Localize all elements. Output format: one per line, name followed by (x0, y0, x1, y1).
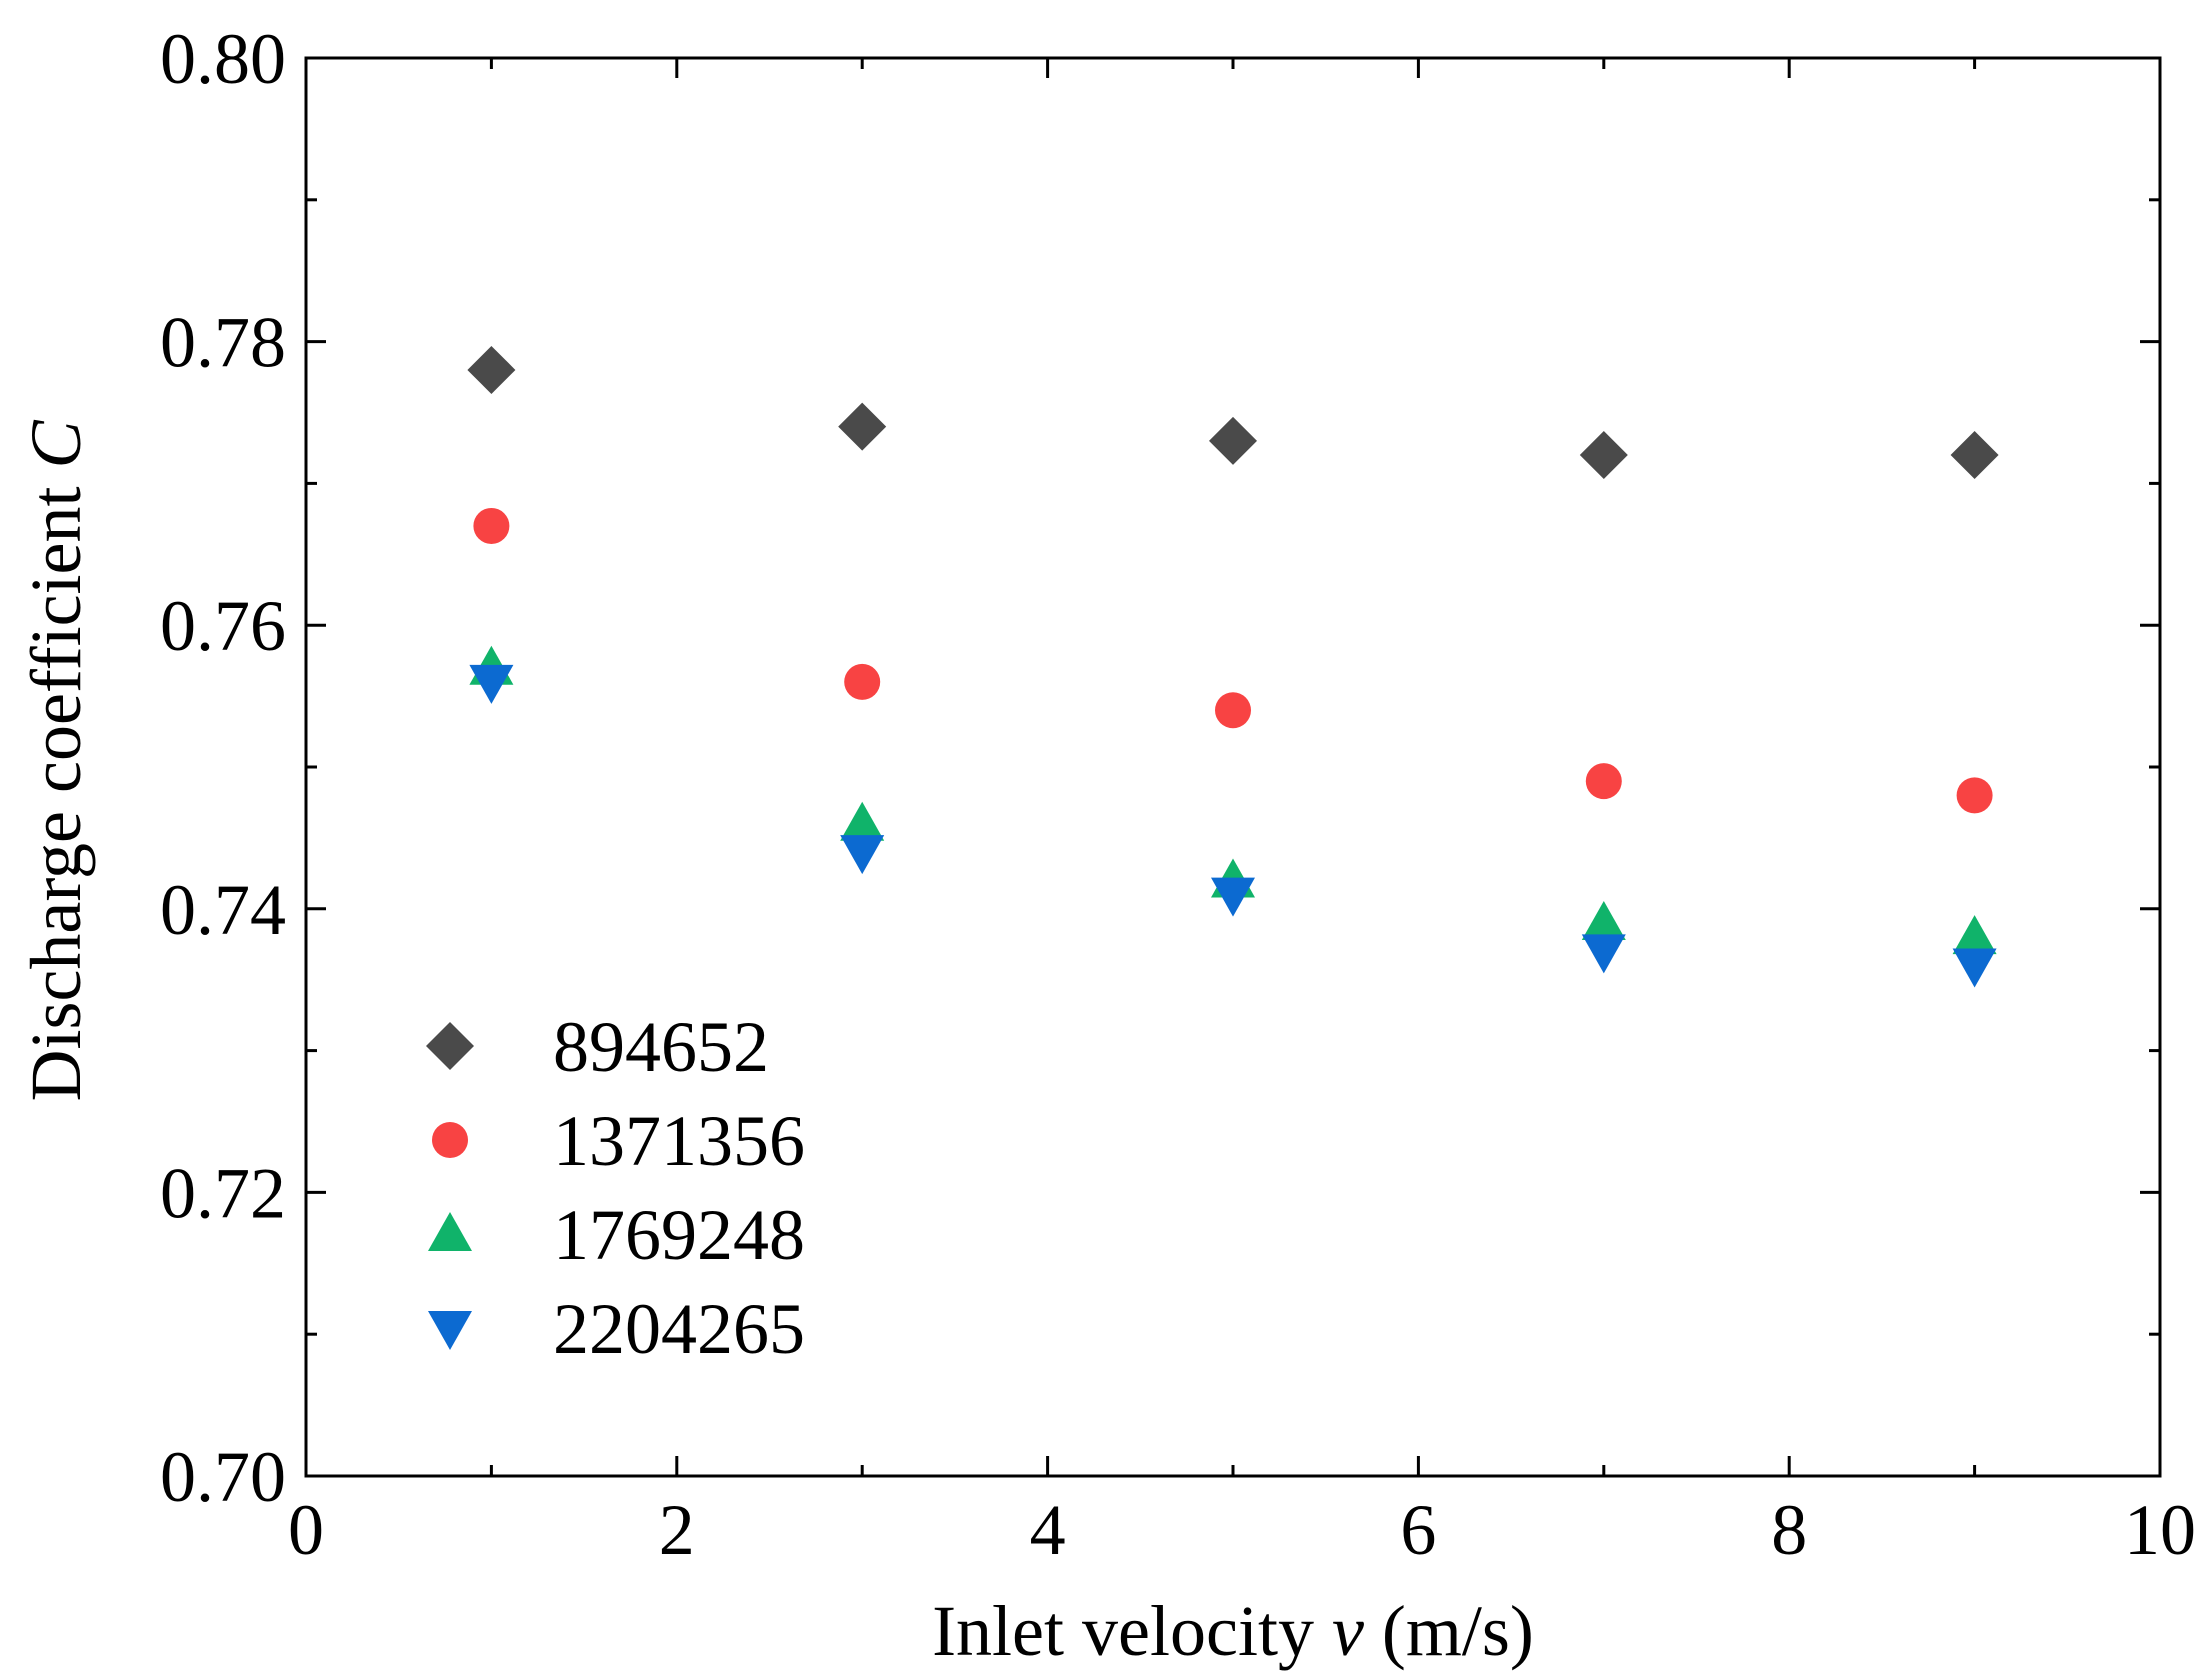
x-tick-label: 2 (659, 1490, 695, 1570)
x-tick-label: 8 (1771, 1490, 1807, 1570)
data-point (1211, 877, 1255, 917)
x-tick-label: 6 (1400, 1490, 1436, 1570)
legend-label: 1769248 (553, 1195, 805, 1275)
data-points (467, 345, 1999, 988)
y-tick-label: 0.74 (160, 870, 286, 950)
data-point (1956, 777, 1993, 814)
data-point (840, 801, 885, 841)
y-tick-label: 0.72 (160, 1153, 286, 1233)
data-point (844, 663, 881, 700)
x-tick-label: 10 (2124, 1490, 2196, 1570)
series-1371356 (473, 507, 1993, 814)
x-tick-label: 0 (288, 1490, 324, 1570)
axis-ticks: 0 2 4 6 8 10 0.70 0.72 0.74 0.76 0.78 0.80 (160, 19, 2196, 1570)
data-point (1581, 900, 1626, 940)
x-tick-label: 4 (1030, 1490, 1066, 1570)
y-tick-label: 0.80 (160, 19, 286, 99)
data-point (1581, 934, 1626, 974)
y-tick-label: 0.78 (160, 303, 286, 383)
legend-marker (426, 1022, 474, 1070)
data-point (1585, 763, 1622, 800)
legend-item: 1769248 (428, 1195, 805, 1275)
legend: 894652 1371356 1769248 2204265 (426, 1007, 805, 1369)
x-axis-title: Inlet velocity v (m/s) (932, 1591, 1534, 1671)
legend-label: 894652 (553, 1007, 769, 1087)
legend-marker (428, 1212, 472, 1251)
legend-label: 2204265 (553, 1289, 805, 1369)
legend-item: 1371356 (432, 1101, 805, 1181)
data-point (1952, 948, 1997, 988)
data-point (838, 402, 887, 451)
data-point (473, 507, 510, 544)
legend-marker (428, 1311, 472, 1350)
data-point (1579, 431, 1628, 480)
series-2204265 (469, 664, 1997, 988)
y-axis-title: Discharge coefficient C (16, 419, 96, 1101)
data-point (1952, 915, 1997, 955)
legend-item: 2204265 (428, 1289, 805, 1369)
data-point (1215, 692, 1251, 729)
data-point (840, 835, 885, 875)
legend-marker (432, 1122, 468, 1158)
legend-label: 1371356 (553, 1101, 805, 1181)
y-tick-label: 0.76 (160, 586, 286, 666)
series-894652 (467, 345, 1999, 480)
data-point (1209, 416, 1257, 465)
legend-item: 894652 (426, 1007, 769, 1087)
data-point (467, 345, 516, 394)
data-point (469, 664, 514, 704)
data-point (1950, 431, 1999, 480)
y-tick-label: 0.70 (160, 1437, 286, 1517)
